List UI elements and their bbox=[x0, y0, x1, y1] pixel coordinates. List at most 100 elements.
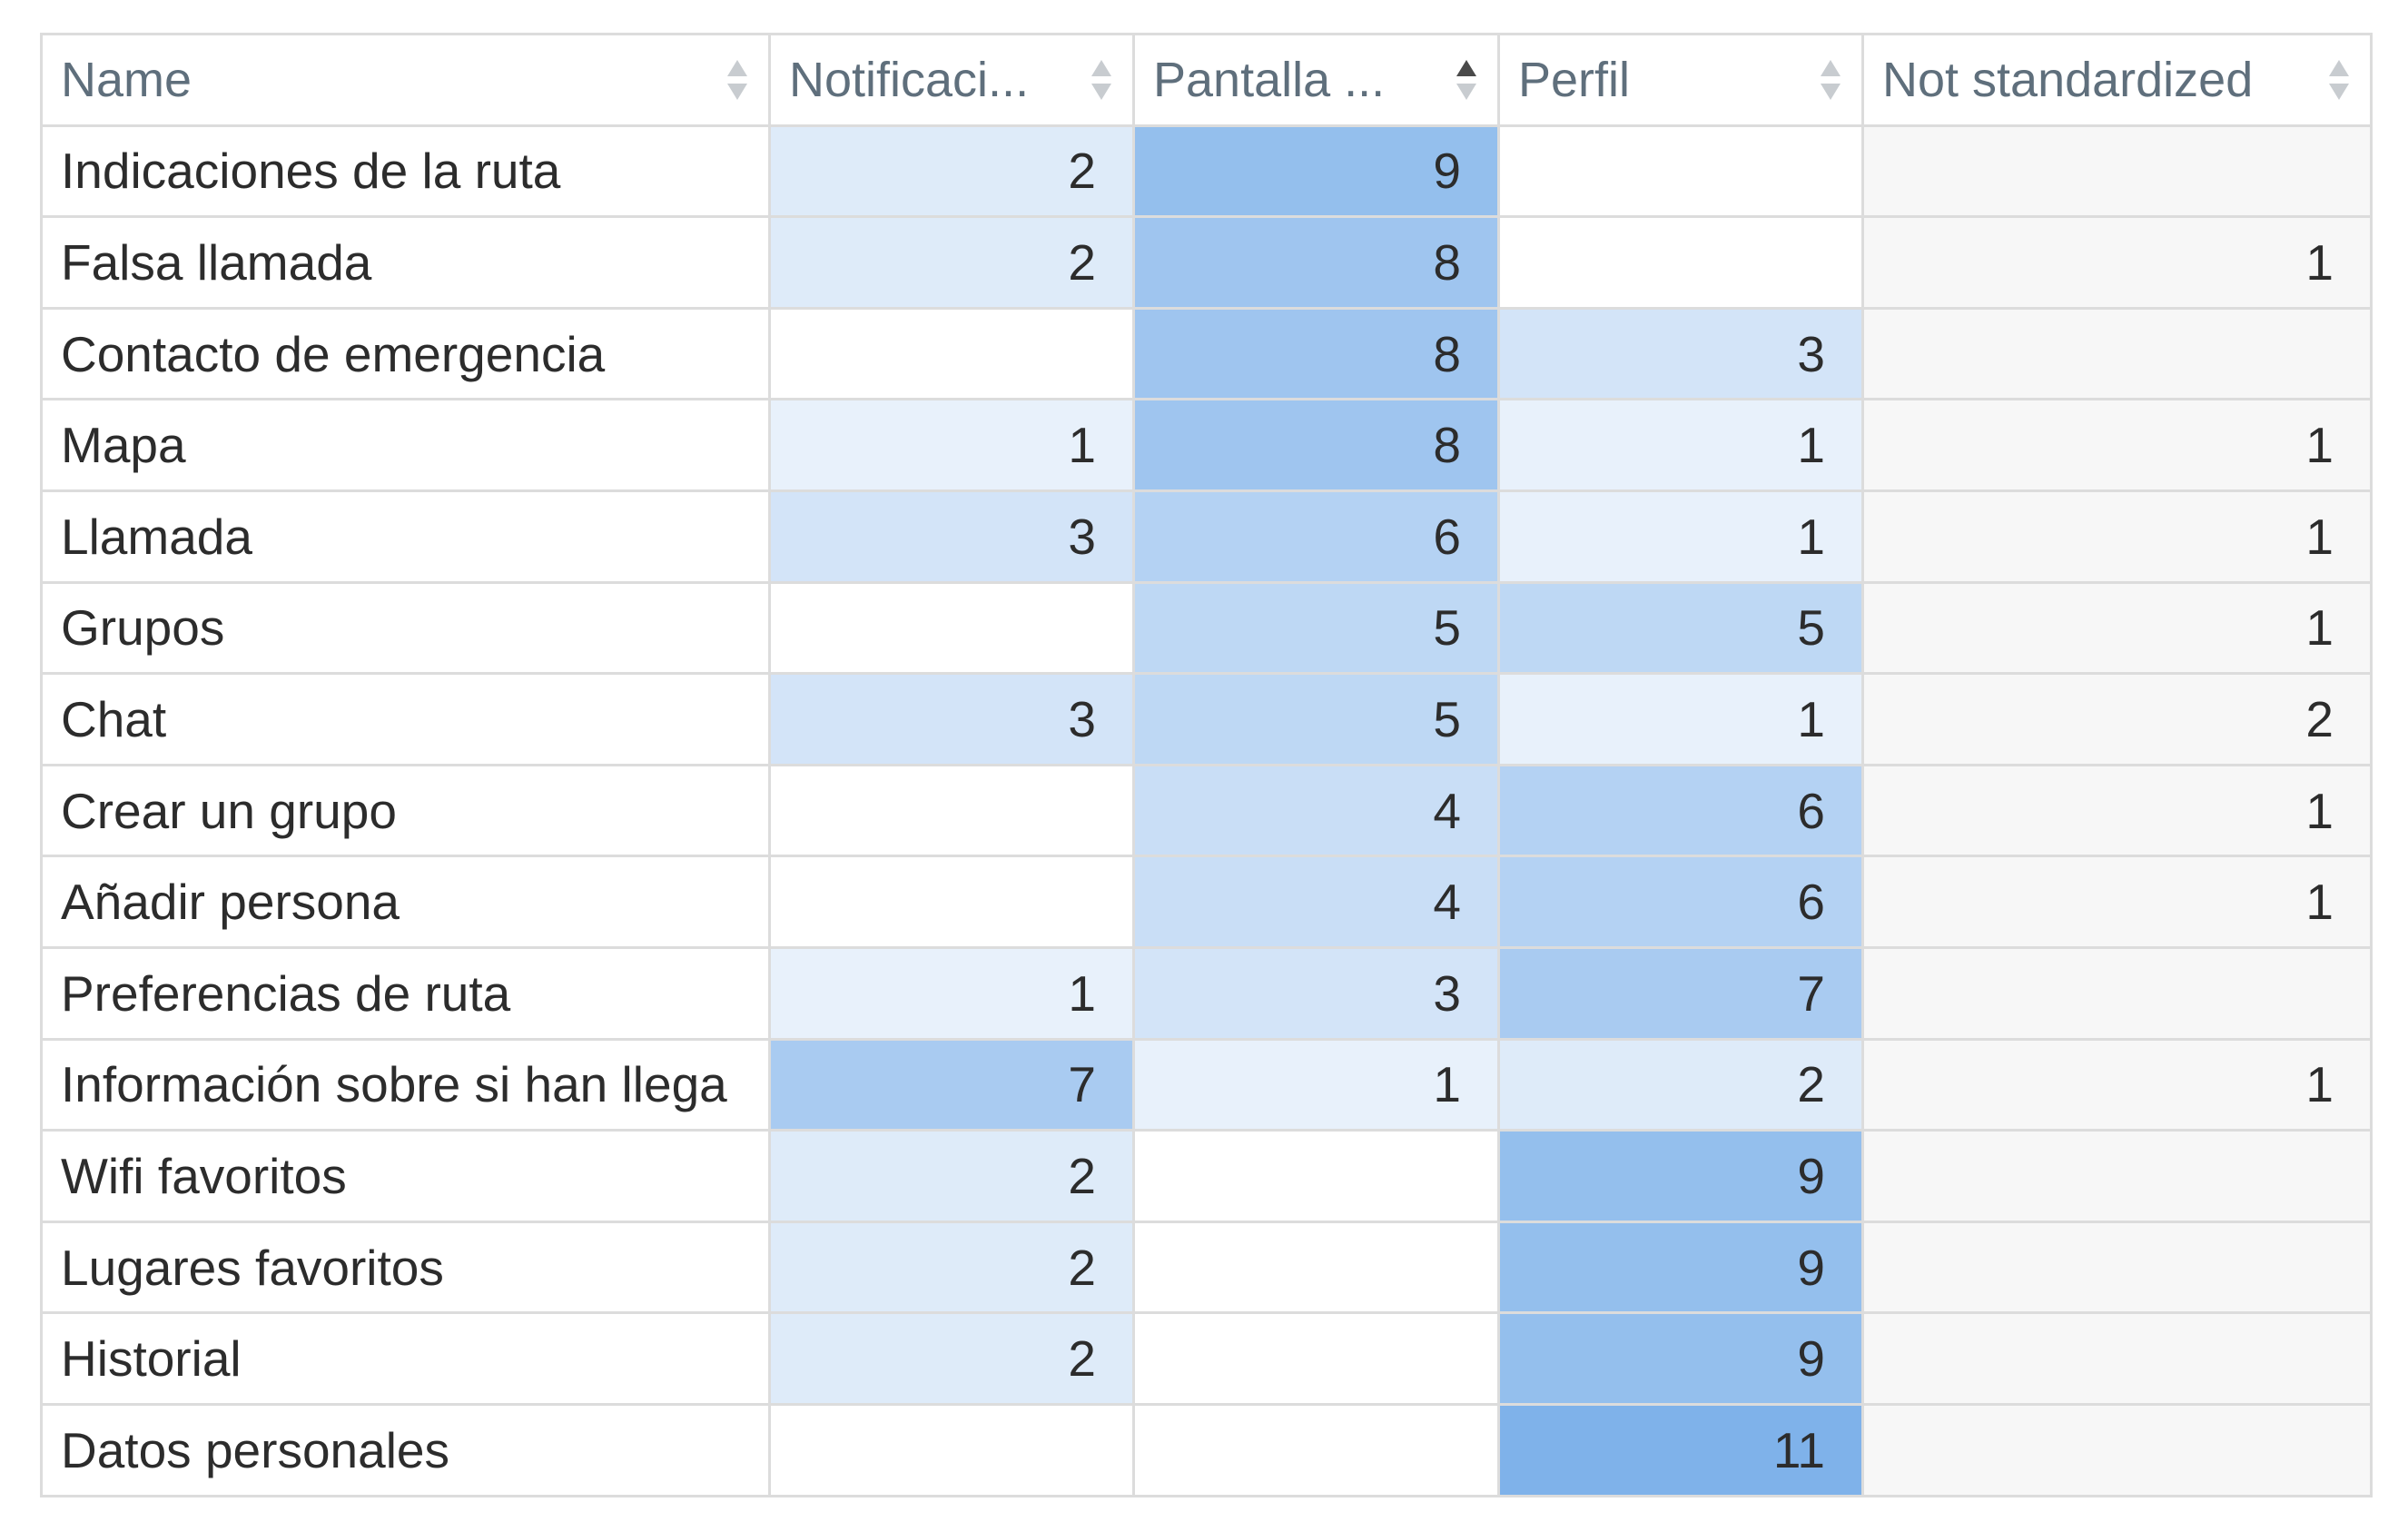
cell-pantalla: 5 bbox=[1132, 672, 1500, 766]
cell-not-standardized: 2 bbox=[1861, 672, 2373, 766]
cell-name: Crear un grupo bbox=[40, 763, 771, 858]
sort-arrows-icon[interactable] bbox=[1091, 53, 1112, 107]
cell-not-standardized: 1 bbox=[1861, 489, 2373, 584]
table-row[interactable]: Lugares favoritos 2 9 bbox=[40, 1220, 2373, 1315]
cell-name: Datos personales bbox=[40, 1402, 771, 1497]
cell-not-standardized bbox=[1861, 124, 2373, 219]
column-header-label: Not standardized bbox=[1882, 52, 2254, 107]
cell-perfil: 7 bbox=[1497, 945, 1864, 1041]
cell-perfil: 6 bbox=[1497, 855, 1864, 949]
cell-name: Preferencias de ruta bbox=[40, 945, 771, 1041]
column-header-notificaciones[interactable]: Notificaci... bbox=[768, 33, 1135, 127]
cell-pantalla bbox=[1132, 1402, 1500, 1497]
column-header-label: Perfil bbox=[1518, 52, 1631, 107]
cell-perfil: 1 bbox=[1497, 398, 1864, 492]
cell-not-standardized: 1 bbox=[1861, 855, 2373, 949]
table-row[interactable]: Chat 3 5 1 2 bbox=[40, 672, 2373, 766]
cell-perfil: 11 bbox=[1497, 1402, 1864, 1497]
sort-arrows-icon[interactable] bbox=[1820, 53, 1841, 107]
table-header: Name Notificaci... Pantalla ... Perfil Not s… bbox=[40, 33, 2373, 127]
cell-perfil: 9 bbox=[1497, 1311, 1864, 1406]
cell-pantalla: 4 bbox=[1132, 763, 1500, 858]
cell-perfil: 9 bbox=[1497, 1220, 1864, 1315]
cell-not-standardized: 1 bbox=[1861, 763, 2373, 858]
cell-notificaciones bbox=[768, 580, 1135, 676]
cell-not-standardized bbox=[1861, 1129, 2373, 1223]
cell-name: Chat bbox=[40, 672, 771, 766]
cell-name: Llamada bbox=[40, 489, 771, 584]
cell-not-standardized: 1 bbox=[1861, 580, 2373, 676]
table-row[interactable]: Añadir persona 4 6 1 bbox=[40, 855, 2373, 949]
cell-perfil: 1 bbox=[1497, 672, 1864, 766]
column-header-perfil[interactable]: Perfil bbox=[1497, 33, 1864, 127]
cell-notificaciones: 7 bbox=[768, 1037, 1135, 1132]
cell-notificaciones: 1 bbox=[768, 398, 1135, 492]
sort-arrows-icon[interactable] bbox=[1456, 53, 1477, 107]
cell-not-standardized: 1 bbox=[1861, 215, 2373, 310]
cell-pantalla: 8 bbox=[1132, 215, 1500, 310]
table-row[interactable]: Historial 2 9 bbox=[40, 1311, 2373, 1406]
cell-perfil: 5 bbox=[1497, 580, 1864, 676]
cell-notificaciones: 2 bbox=[768, 1311, 1135, 1406]
cell-notificaciones: 3 bbox=[768, 489, 1135, 584]
cell-notificaciones: 2 bbox=[768, 1129, 1135, 1223]
table-row[interactable]: Wifi favoritos 2 9 bbox=[40, 1129, 2373, 1223]
results-table: Name Notificaci... Pantalla ... Perfil Not s… bbox=[40, 33, 2373, 1497]
column-header-label: Name bbox=[61, 52, 192, 107]
cell-perfil: 6 bbox=[1497, 763, 1864, 858]
cell-name: Contacto de emergencia bbox=[40, 306, 771, 401]
cell-perfil bbox=[1497, 124, 1864, 219]
table-row[interactable]: Datos personales 11 bbox=[40, 1402, 2373, 1497]
sort-arrows-icon[interactable] bbox=[2328, 53, 2350, 107]
table-row[interactable]: Grupos 5 5 1 bbox=[40, 580, 2373, 676]
cell-name: Añadir persona bbox=[40, 855, 771, 949]
cell-perfil: 2 bbox=[1497, 1037, 1864, 1132]
table-row[interactable]: Mapa 1 8 1 1 bbox=[40, 398, 2373, 492]
column-header-not-standardized[interactable]: Not standardized bbox=[1861, 33, 2373, 127]
table-row[interactable]: Información sobre si han llega 7 1 2 1 bbox=[40, 1037, 2373, 1132]
cell-name: Lugares favoritos bbox=[40, 1220, 771, 1315]
cell-notificaciones: 1 bbox=[768, 945, 1135, 1041]
cell-pantalla: 3 bbox=[1132, 945, 1500, 1041]
cell-pantalla bbox=[1132, 1129, 1500, 1223]
cell-pantalla: 1 bbox=[1132, 1037, 1500, 1132]
cell-perfil: 9 bbox=[1497, 1129, 1864, 1223]
table-row[interactable]: Preferencias de ruta 1 3 7 bbox=[40, 945, 2373, 1041]
table-row[interactable]: Falsa llamada 2 8 1 bbox=[40, 215, 2373, 310]
cell-perfil bbox=[1497, 215, 1864, 310]
cell-not-standardized bbox=[1861, 945, 2373, 1041]
cell-name: Grupos bbox=[40, 580, 771, 676]
cell-notificaciones bbox=[768, 855, 1135, 949]
cell-pantalla: 4 bbox=[1132, 855, 1500, 949]
cell-name: Indicaciones de la ruta bbox=[40, 124, 771, 219]
column-header-name[interactable]: Name bbox=[40, 33, 771, 127]
cell-notificaciones bbox=[768, 306, 1135, 401]
column-header-label: Pantalla ... bbox=[1153, 52, 1386, 107]
cell-not-standardized bbox=[1861, 1220, 2373, 1315]
column-header-label: Notificaci... bbox=[789, 52, 1030, 107]
cell-not-standardized bbox=[1861, 1402, 2373, 1497]
cell-name: Mapa bbox=[40, 398, 771, 492]
cell-notificaciones: 2 bbox=[768, 124, 1135, 219]
cell-notificaciones bbox=[768, 1402, 1135, 1497]
cell-perfil: 1 bbox=[1497, 489, 1864, 584]
cell-notificaciones: 2 bbox=[768, 1220, 1135, 1315]
cell-pantalla: 5 bbox=[1132, 580, 1500, 676]
cell-not-standardized: 1 bbox=[1861, 1037, 2373, 1132]
cell-name: Wifi favoritos bbox=[40, 1129, 771, 1223]
cell-notificaciones: 2 bbox=[768, 215, 1135, 310]
table-row[interactable]: Indicaciones de la ruta 2 9 bbox=[40, 124, 2373, 219]
cell-pantalla: 9 bbox=[1132, 124, 1500, 219]
cell-not-standardized: 1 bbox=[1861, 398, 2373, 492]
cell-notificaciones bbox=[768, 763, 1135, 858]
header-row: Name Notificaci... Pantalla ... Perfil Not s… bbox=[40, 33, 2373, 127]
sort-arrows-icon[interactable] bbox=[726, 53, 748, 107]
cell-pantalla bbox=[1132, 1311, 1500, 1406]
cell-notificaciones: 3 bbox=[768, 672, 1135, 766]
cell-pantalla bbox=[1132, 1220, 1500, 1315]
column-header-pantalla[interactable]: Pantalla ... bbox=[1132, 33, 1500, 127]
table-row[interactable]: Llamada 3 6 1 1 bbox=[40, 489, 2373, 584]
table-row[interactable]: Crear un grupo 4 6 1 bbox=[40, 763, 2373, 858]
cell-name: Falsa llamada bbox=[40, 215, 771, 310]
table-row[interactable]: Contacto de emergencia 8 3 bbox=[40, 306, 2373, 401]
